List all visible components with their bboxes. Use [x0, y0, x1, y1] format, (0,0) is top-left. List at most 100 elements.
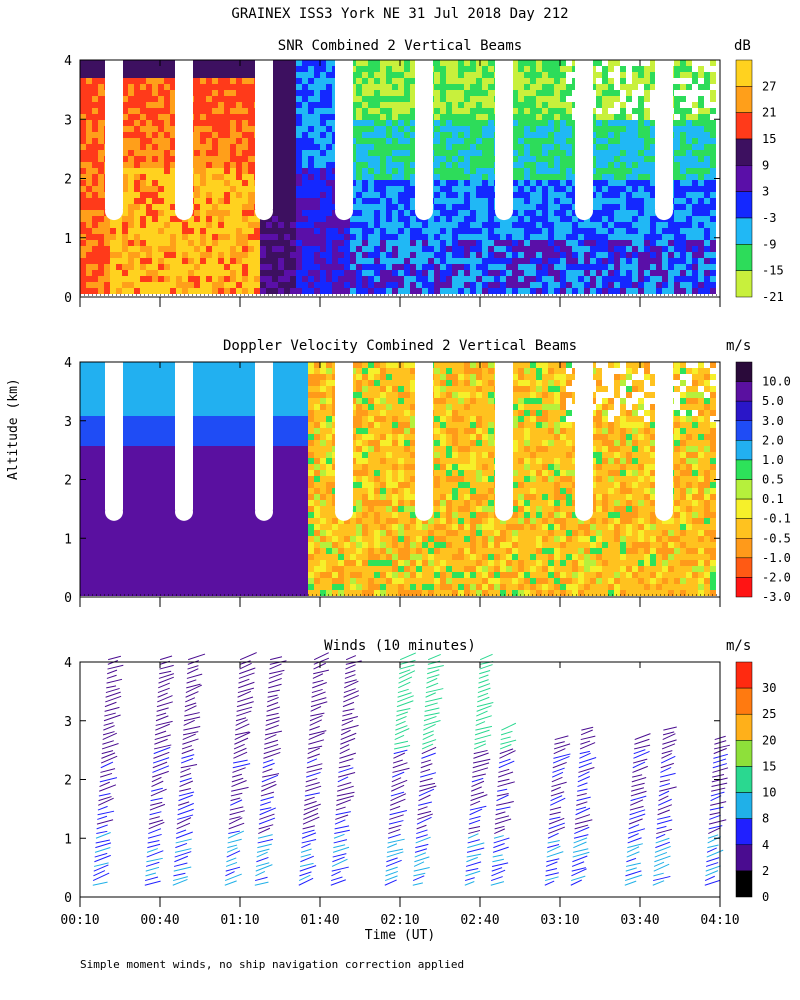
snr-cell: [518, 234, 524, 240]
doppler-cell: [80, 512, 86, 518]
snr-cell: [302, 96, 308, 102]
snr-cell: [464, 120, 470, 126]
snr-cell: [80, 168, 86, 174]
snr-cell: [170, 132, 176, 138]
snr-cell: [596, 162, 602, 168]
snr-cell: [434, 240, 440, 246]
snr-cell: [278, 114, 284, 120]
snr-cell: [128, 168, 134, 174]
snr-cell: [248, 138, 254, 144]
snr-cell: [614, 264, 620, 270]
snr-cell: [212, 210, 218, 216]
snr-cell: [422, 276, 428, 282]
snr-cell: [128, 72, 134, 78]
snr-cell: [368, 240, 374, 246]
snr-cell: [392, 204, 398, 210]
doppler-cell: [122, 434, 128, 440]
snr-cell: [638, 228, 644, 234]
doppler-cell: [152, 410, 158, 416]
snr-cell: [668, 234, 674, 240]
snr-cell: [236, 186, 242, 192]
doppler-cell: [164, 494, 170, 500]
doppler-cell: [140, 572, 146, 578]
doppler-cell: [98, 560, 104, 566]
snr-cell: [560, 138, 566, 144]
snr-cell: [326, 222, 332, 228]
doppler-cell: [212, 572, 218, 578]
data-gap: [655, 60, 673, 210]
snr-cell: [524, 66, 530, 72]
snr-cell: [644, 282, 650, 288]
doppler-cell: [116, 584, 122, 590]
snr-cell: [398, 72, 404, 78]
snr-cell: [134, 186, 140, 192]
snr-cell: [470, 210, 476, 216]
snr-cell: [560, 96, 566, 102]
snr-cell: [524, 60, 530, 66]
snr-cell: [662, 264, 668, 270]
snr-cell: [434, 186, 440, 192]
snr-cell: [164, 276, 170, 282]
snr-cell: [242, 252, 248, 258]
snr-cell: [524, 282, 530, 288]
snr-cell: [530, 258, 536, 264]
snr-cell: [92, 102, 98, 108]
snr-cell: [362, 156, 368, 162]
snr-cell: [308, 138, 314, 144]
snr-cell: [344, 270, 350, 276]
doppler-cell: [140, 530, 146, 536]
doppler-cell: [158, 404, 164, 410]
doppler-cell: [152, 392, 158, 398]
snr-cell: [140, 210, 146, 216]
snr-cell: [398, 150, 404, 156]
snr-cell: [182, 246, 188, 252]
snr-cell: [170, 84, 176, 90]
snr-cell: [200, 246, 206, 252]
doppler-cell: [128, 374, 134, 380]
doppler-cell: [188, 524, 194, 530]
snr-cell: [446, 78, 452, 84]
doppler-cell: [146, 476, 152, 482]
doppler-cell: [200, 368, 206, 374]
snr-cell: [410, 114, 416, 120]
snr-cell: [278, 66, 284, 72]
snr-cell: [698, 192, 704, 198]
snr-cell: [494, 258, 500, 264]
snr-cell: [398, 186, 404, 192]
snr-cell: [278, 72, 284, 78]
snr-cell: [200, 108, 206, 114]
snr-cell: [224, 288, 230, 294]
snr-cell: [158, 60, 164, 66]
snr-cell: [80, 210, 86, 216]
doppler-cell: [200, 518, 206, 524]
snr-cell: [428, 282, 434, 288]
doppler-cell: [188, 530, 194, 536]
snr-cell: [530, 222, 536, 228]
doppler-cell: [170, 482, 176, 488]
snr-cell: [230, 66, 236, 72]
doppler-cell: [92, 530, 98, 536]
doppler-cell: [164, 458, 170, 464]
snr-cell: [176, 240, 182, 246]
snr-cell: [146, 276, 152, 282]
snr-cell: [548, 198, 554, 204]
snr-cell: [446, 96, 452, 102]
snr-cell: [128, 240, 134, 246]
doppler-cell: [158, 470, 164, 476]
snr-cell: [242, 60, 248, 66]
snr-cell: [518, 198, 524, 204]
snr-cell: [128, 66, 134, 72]
snr-cell: [290, 66, 296, 72]
snr-cell: [368, 132, 374, 138]
doppler-cell: [170, 410, 176, 416]
snr-cell: [356, 264, 362, 270]
snr-cell: [548, 120, 554, 126]
snr-cell: [362, 90, 368, 96]
snr-cell: [512, 162, 518, 168]
snr-cell: [128, 138, 134, 144]
snr-cell: [104, 216, 110, 222]
snr-cell: [566, 186, 572, 192]
snr-cell: [80, 258, 86, 264]
snr-cell: [644, 210, 650, 216]
snr-cell: [314, 222, 320, 228]
